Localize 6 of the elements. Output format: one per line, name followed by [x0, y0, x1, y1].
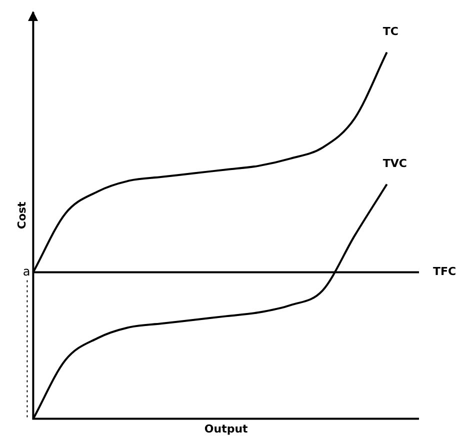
series-label: TFC	[433, 265, 456, 278]
text: a	[22, 264, 30, 278]
series-label: TVC	[382, 157, 407, 170]
y-axis-title: Cost	[15, 202, 28, 230]
x-axis-title: Output	[204, 422, 248, 436]
series-label: TC	[382, 25, 398, 38]
